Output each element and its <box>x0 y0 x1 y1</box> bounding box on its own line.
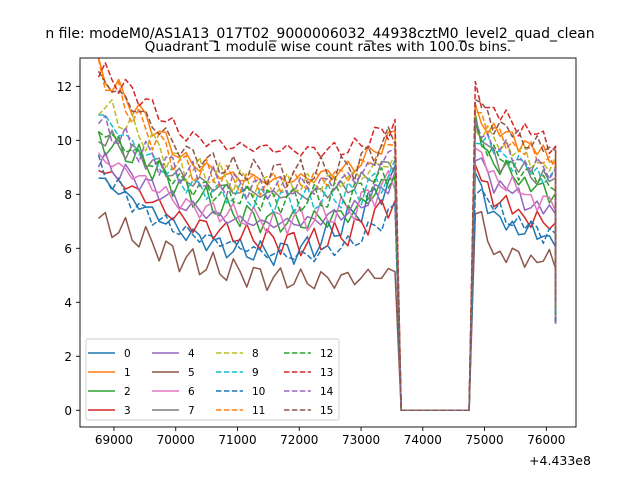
x-offset-label: +4.433e8 <box>529 453 591 468</box>
legend-label: 11 <box>252 405 265 417</box>
y-tick-label: 2 <box>64 350 72 364</box>
series-line-6 <box>97 147 557 412</box>
y-tick-label: 10 <box>57 134 72 148</box>
series-line-1 <box>97 58 557 412</box>
series-line-13 <box>97 62 557 412</box>
legend-label: 9 <box>252 367 259 379</box>
x-tick-label: 71000 <box>218 433 256 447</box>
figure-suptitle: n file: modeM0/AS1A13_017T02_9000006032_… <box>45 26 594 42</box>
legend-label: 13 <box>320 367 333 379</box>
y-tick-label: 12 <box>57 80 72 94</box>
y-tick-label: 4 <box>64 296 72 310</box>
series-line-15 <box>97 70 557 412</box>
legend-label: 14 <box>320 386 334 398</box>
x-tick-label: 70000 <box>157 433 195 447</box>
series-line-12 <box>98 122 557 412</box>
series-line-11 <box>97 58 557 412</box>
plot-area <box>97 58 557 412</box>
legend-label: 10 <box>252 386 265 398</box>
legend-label: 2 <box>124 386 131 398</box>
x-tick-label: 73000 <box>342 433 380 447</box>
series-line-0 <box>98 164 557 412</box>
legend-label: 6 <box>188 386 195 398</box>
legend-label: 8 <box>252 348 259 360</box>
legend-label: 0 <box>124 348 131 360</box>
legend-label: 15 <box>320 405 333 417</box>
y-tick-label: 8 <box>64 188 72 202</box>
x-axis: 69000 70000 71000 72000 73000 74000 75000 76000 <box>95 427 565 447</box>
y-axis: 0 2 4 6 8 10 12 <box>57 80 80 418</box>
legend-label: 3 <box>124 405 131 417</box>
legend-label: 1 <box>124 367 131 379</box>
series-line-10 <box>97 154 557 412</box>
legend-label: 5 <box>188 367 195 379</box>
axes-frame <box>79 57 577 428</box>
y-tick-label: 0 <box>64 404 72 418</box>
series-line-9 <box>98 114 557 412</box>
legend-label: 7 <box>188 405 195 417</box>
legend-label: 12 <box>320 348 333 360</box>
series-line-14 <box>97 114 557 412</box>
legend-frame <box>85 338 340 421</box>
x-tick-label: 74000 <box>404 433 442 447</box>
x-tick-label: 76000 <box>527 433 565 447</box>
series-line-5 <box>98 210 557 412</box>
legend-label: 4 <box>188 348 195 360</box>
chart-title: Quadrant 1 module wise count rates with … <box>145 39 511 55</box>
series-line-3 <box>98 164 557 412</box>
x-tick-label: 75000 <box>465 433 503 447</box>
y-tick-label: 6 <box>64 242 72 256</box>
series-line-7 <box>98 122 557 412</box>
x-tick-label: 72000 <box>280 433 318 447</box>
x-tick-label: 69000 <box>95 433 133 447</box>
